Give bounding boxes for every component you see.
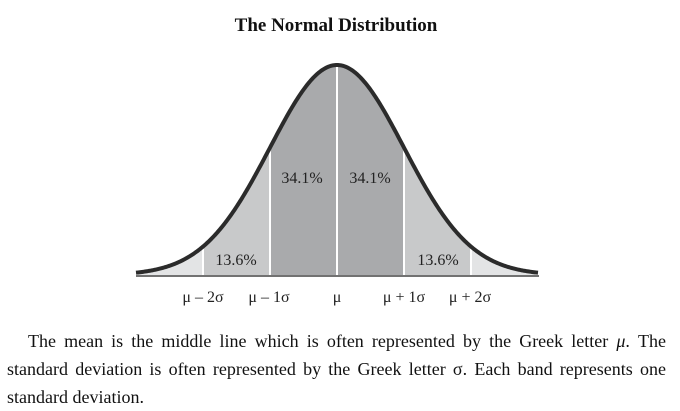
x-label-1: μ – 2σ [182,289,224,306]
band-dividers [202,65,472,275]
band-label-3: 34.1% [349,170,390,187]
band-label-2: 34.1% [281,170,322,187]
x-axis-labels: μ – 2σ μ – 1σ μ μ + 1σ μ + 2σ [182,289,491,306]
caption-paragraph: The mean is the middle line which is oft… [7,327,666,411]
caption-text-1: The mean is the middle line which is oft… [28,331,617,351]
x-label-2: μ – 1σ [248,289,290,306]
band-percent-labels: 13.6% 34.1% 34.1% 13.6% [215,170,458,269]
x-label-4: μ + 1σ [383,289,426,306]
band-label-1: 13.6% [215,252,256,269]
bell-curve [135,62,539,275]
tail-fill-right [471,246,538,275]
caption-mu-symbol: μ [616,331,626,351]
caption-text-2: . The standard deviation is often repres… [7,331,667,407]
x-label-3: μ [333,289,342,306]
x-label-5: μ + 2σ [449,289,492,306]
tail-fill-left [136,246,203,275]
normal-distribution-diagram: 13.6% 34.1% 34.1% 13.6% μ – 2σ μ – 1σ μ μ + 1σ… [135,62,539,306]
figure-title: The Normal Distribution [234,15,438,36]
band-label-4: 13.6% [417,252,458,269]
